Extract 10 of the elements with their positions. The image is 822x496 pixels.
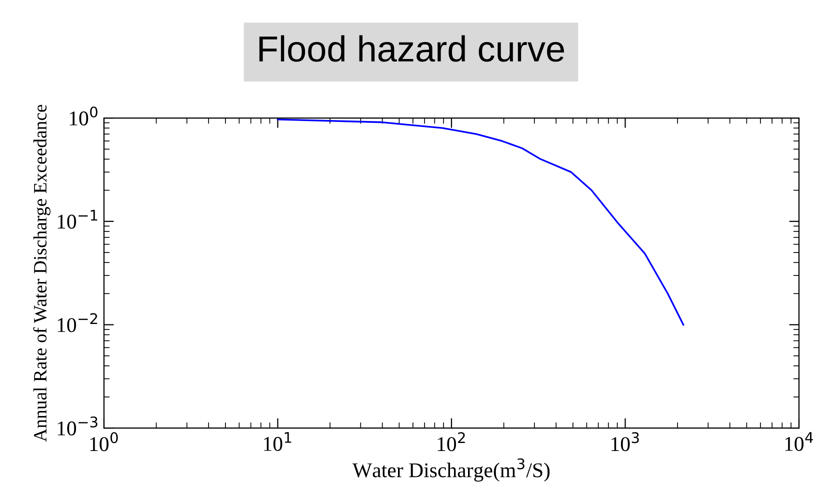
y-tick-label: 10$^{0}$	[70, 106, 98, 126]
x-tick-label: 10$^{3}$	[612, 432, 639, 452]
x-tick-label: 10$^{2}$	[438, 432, 465, 452]
chart-title: Flood hazard curve	[259, 35, 564, 62]
y-axis-title: Annual Rate of Water Discharge Exceedance	[33, 104, 50, 442]
x-axis-title: Water Discharge(m$^{3}$/S)	[352, 458, 550, 482]
y-tick-label: 10$^{−2}$	[58, 313, 98, 332]
x-tick-label: 10$^{4}$	[785, 432, 813, 451]
x-tick-label: 10$^{1}$	[264, 432, 292, 451]
y-tick-label: 10$^{−1}$	[58, 210, 98, 229]
